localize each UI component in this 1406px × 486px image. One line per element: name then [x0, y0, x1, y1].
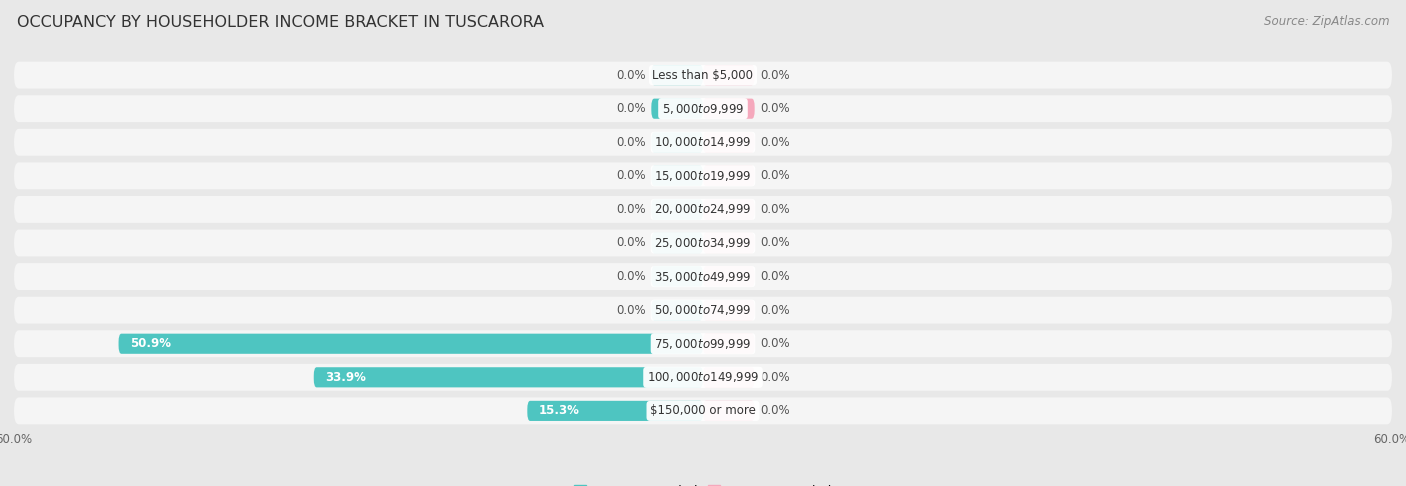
FancyBboxPatch shape — [14, 162, 1392, 189]
Text: 0.0%: 0.0% — [761, 169, 790, 182]
Text: 50.9%: 50.9% — [129, 337, 172, 350]
Text: 33.9%: 33.9% — [325, 371, 366, 384]
Text: $35,000 to $49,999: $35,000 to $49,999 — [654, 270, 752, 283]
Text: 0.0%: 0.0% — [616, 69, 645, 82]
Text: Source: ZipAtlas.com: Source: ZipAtlas.com — [1264, 15, 1389, 28]
FancyBboxPatch shape — [14, 129, 1392, 156]
FancyBboxPatch shape — [14, 263, 1392, 290]
Text: 0.0%: 0.0% — [761, 404, 790, 417]
Text: $75,000 to $99,999: $75,000 to $99,999 — [654, 337, 752, 351]
Text: 0.0%: 0.0% — [761, 304, 790, 317]
FancyBboxPatch shape — [703, 233, 755, 253]
Text: 0.0%: 0.0% — [616, 102, 645, 115]
FancyBboxPatch shape — [703, 367, 755, 387]
FancyBboxPatch shape — [14, 196, 1392, 223]
Text: $50,000 to $74,999: $50,000 to $74,999 — [654, 303, 752, 317]
FancyBboxPatch shape — [118, 334, 703, 354]
Legend: Owner-occupied, Renter-occupied: Owner-occupied, Renter-occupied — [568, 480, 838, 486]
FancyBboxPatch shape — [703, 401, 755, 421]
FancyBboxPatch shape — [703, 166, 755, 186]
Text: 0.0%: 0.0% — [761, 102, 790, 115]
FancyBboxPatch shape — [651, 266, 703, 287]
FancyBboxPatch shape — [703, 99, 755, 119]
FancyBboxPatch shape — [314, 367, 703, 387]
Text: $20,000 to $24,999: $20,000 to $24,999 — [654, 203, 752, 216]
FancyBboxPatch shape — [651, 199, 703, 220]
Text: 0.0%: 0.0% — [761, 270, 790, 283]
Text: 0.0%: 0.0% — [616, 169, 645, 182]
FancyBboxPatch shape — [527, 401, 703, 421]
FancyBboxPatch shape — [14, 364, 1392, 391]
FancyBboxPatch shape — [703, 199, 755, 220]
FancyBboxPatch shape — [651, 166, 703, 186]
FancyBboxPatch shape — [651, 65, 703, 85]
Text: $15,000 to $19,999: $15,000 to $19,999 — [654, 169, 752, 183]
Text: $5,000 to $9,999: $5,000 to $9,999 — [662, 102, 744, 116]
FancyBboxPatch shape — [651, 233, 703, 253]
Text: 0.0%: 0.0% — [761, 337, 790, 350]
Text: 0.0%: 0.0% — [761, 371, 790, 384]
FancyBboxPatch shape — [651, 300, 703, 320]
FancyBboxPatch shape — [651, 99, 703, 119]
FancyBboxPatch shape — [14, 330, 1392, 357]
Text: 15.3%: 15.3% — [538, 404, 579, 417]
FancyBboxPatch shape — [14, 229, 1392, 257]
Text: 0.0%: 0.0% — [761, 136, 790, 149]
Text: 0.0%: 0.0% — [616, 304, 645, 317]
FancyBboxPatch shape — [14, 398, 1392, 424]
FancyBboxPatch shape — [651, 132, 703, 152]
FancyBboxPatch shape — [703, 334, 755, 354]
Text: 0.0%: 0.0% — [616, 136, 645, 149]
Text: 0.0%: 0.0% — [761, 69, 790, 82]
FancyBboxPatch shape — [14, 297, 1392, 324]
FancyBboxPatch shape — [703, 65, 755, 85]
FancyBboxPatch shape — [14, 62, 1392, 88]
Text: $100,000 to $149,999: $100,000 to $149,999 — [647, 370, 759, 384]
Text: OCCUPANCY BY HOUSEHOLDER INCOME BRACKET IN TUSCARORA: OCCUPANCY BY HOUSEHOLDER INCOME BRACKET … — [17, 15, 544, 30]
Text: $150,000 or more: $150,000 or more — [650, 404, 756, 417]
Text: 0.0%: 0.0% — [616, 270, 645, 283]
Text: $10,000 to $14,999: $10,000 to $14,999 — [654, 135, 752, 149]
Text: 0.0%: 0.0% — [761, 237, 790, 249]
Text: 0.0%: 0.0% — [616, 237, 645, 249]
FancyBboxPatch shape — [703, 266, 755, 287]
Text: $25,000 to $34,999: $25,000 to $34,999 — [654, 236, 752, 250]
FancyBboxPatch shape — [703, 132, 755, 152]
Text: 0.0%: 0.0% — [616, 203, 645, 216]
FancyBboxPatch shape — [14, 95, 1392, 122]
Text: 0.0%: 0.0% — [761, 203, 790, 216]
Text: Less than $5,000: Less than $5,000 — [652, 69, 754, 82]
FancyBboxPatch shape — [703, 300, 755, 320]
